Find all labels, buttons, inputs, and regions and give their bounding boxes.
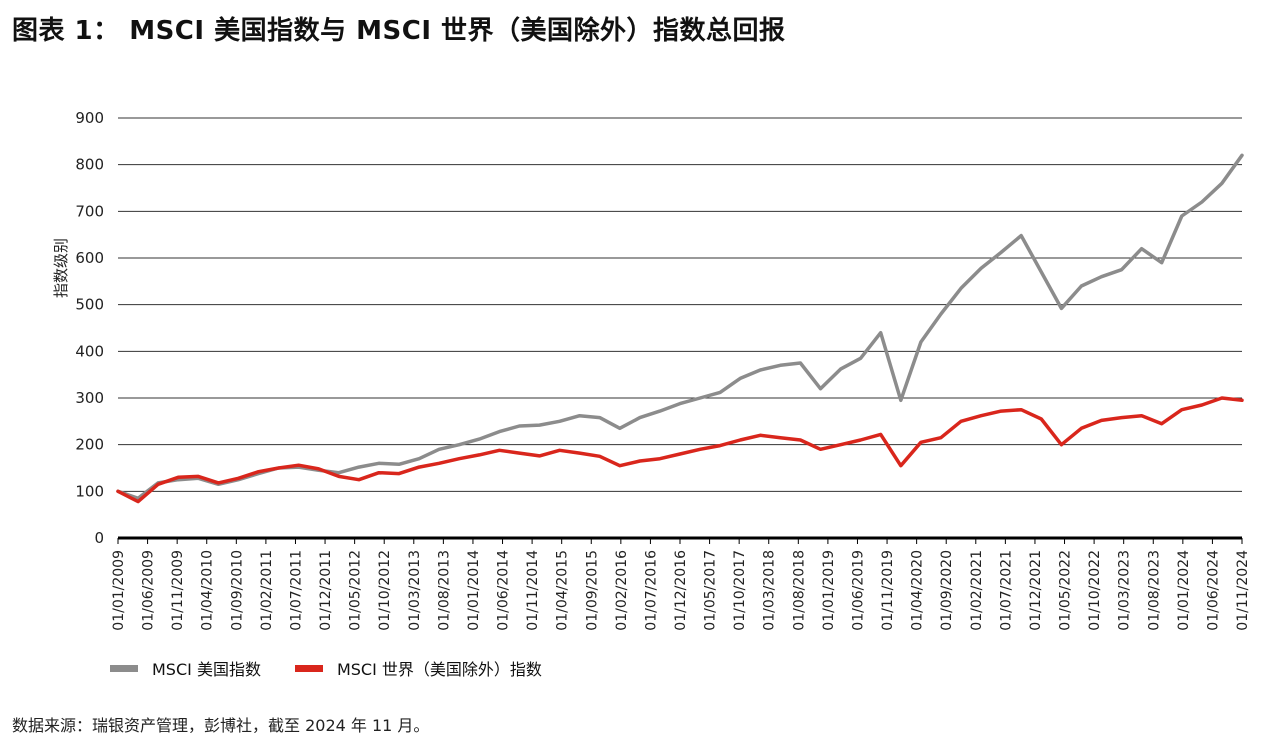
x-tick-label: 01/06/2009 [141,550,157,631]
y-tick-label: 500 [75,296,104,314]
x-tick-label: 01/07/2016 [643,550,659,631]
y-axis-label: 指数级别 [52,238,70,298]
x-tick-label: 01/11/2009 [170,550,186,631]
y-tick-label: 200 [75,436,104,454]
x-tick-label: 01/02/2021 [969,550,985,631]
x-tick-label: 01/08/2023 [1146,550,1162,631]
grid-layer [118,117,1242,492]
series-line-world-ex-us [116,396,1244,504]
y-axis-ticks: 0 100 200 300 400 500 600 700 800 900 [75,109,104,547]
x-tick-label: 01/08/2018 [791,550,807,631]
x-tick-label: 01/11/2019 [880,550,896,631]
x-tick-label: 01/12/2016 [673,550,689,631]
x-tick-label: 01/05/2022 [1058,550,1074,631]
legend: MSCI 美国指数 MSCI 世界（美国除外）指数 [110,656,576,680]
x-tick-label: 01/12/2021 [1028,550,1044,631]
x-tick-label: 01/03/2023 [1117,550,1133,631]
x-tick-label: 01/07/2011 [288,550,304,631]
x-tick-label: 01/06/2014 [496,550,512,631]
x-tick-label: 01/06/2019 [850,550,866,631]
x-tick-label: 01/02/2011 [259,550,275,631]
x-tick-label: 01/09/2015 [584,550,600,631]
x-tick-label: 01/01/2009 [111,550,127,631]
x-tick-label: 01/03/2013 [407,550,423,631]
source-note: 数据来源：瑞银资产管理，彭博社，截至 2024 年 11 月。 [12,716,430,735]
legend-item-world-ex-us: MSCI 世界（美国除外）指数 [294,656,542,680]
x-tick-label: 01/09/2010 [229,550,245,631]
page-title: 图表 1： MSCI 美国指数与 MSCI 世界（美国除外）指数总回报 [12,16,786,46]
x-tick-label: 01/01/2019 [821,550,837,631]
x-tick-label: 01/11/2014 [525,550,541,631]
y-tick-label: 800 [75,156,104,174]
x-tick-label: 01/04/2010 [200,550,216,631]
y-tick-label: 600 [75,249,104,267]
legend-label-world-ex-us: MSCI 世界（美国除外）指数 [336,660,542,679]
x-tick-label: 01/01/2014 [466,550,482,631]
x-tick-label: 01/10/2022 [1087,550,1103,631]
legend-item-us: MSCI 美国指数 [110,656,261,680]
x-tick-label: 01/08/2013 [436,550,452,631]
legend-swatch-us [110,664,138,672]
y-tick-label: 100 [75,482,104,500]
x-tick-label: 01/02/2016 [614,550,630,631]
legend-swatch-world-ex-us [294,664,323,672]
x-axis-ticks: 01/01/2009 01/06/2009 01/11/2009 01/04/2010… [111,538,1251,631]
x-tick-label: 01/01/2024 [1176,550,1192,631]
series-line-us [116,153,1244,501]
x-tick-label: 01/12/2011 [318,550,334,631]
legend-label-us: MSCI 美国指数 [152,660,261,679]
x-tick-label: 01/05/2017 [703,550,719,631]
x-tick-label: 01/06/2024 [1205,550,1221,631]
line-chart: 0 100 200 300 400 500 600 700 800 900 指数级别 01/01/… [52,109,1251,631]
series-layer [116,153,1244,504]
x-tick-label: 01/04/2020 [910,550,926,631]
x-tick-label: 01/10/2017 [732,550,748,631]
y-tick-label: 300 [75,389,104,407]
x-tick-label: 01/07/2021 [998,550,1014,631]
x-tick-label: 01/05/2012 [348,550,364,631]
y-tick-label: 900 [75,109,104,127]
y-tick-label: 400 [75,342,104,360]
x-tick-label: 01/04/2015 [555,550,571,631]
x-tick-label: 01/11/2024 [1235,550,1251,631]
y-tick-label: 0 [94,529,104,547]
x-tick-label: 01/03/2018 [762,550,778,631]
x-tick-label: 01/10/2012 [377,550,393,631]
x-tick-label: 01/09/2020 [939,550,955,631]
y-tick-label: 700 [75,202,104,220]
